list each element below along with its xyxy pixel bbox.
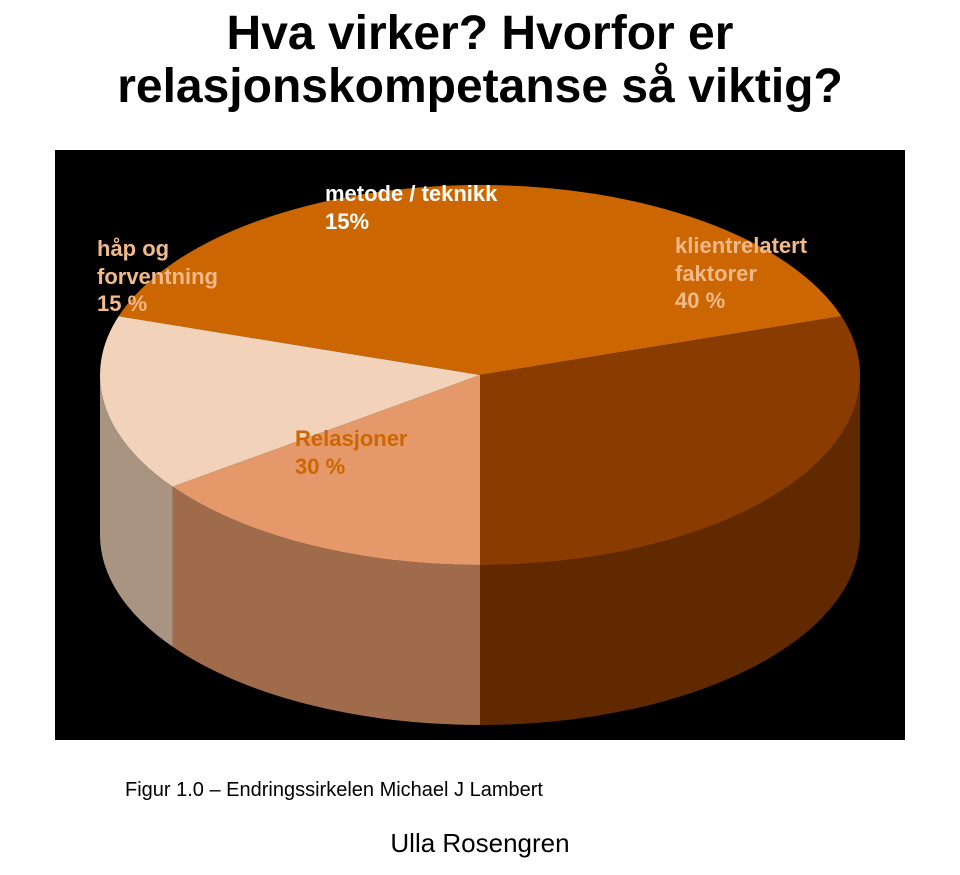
slice-label-klientrelatert: klientrelatert faktorer 40 % [675, 232, 807, 315]
slice-label-forventning: håp og forventning 15 % [97, 235, 218, 318]
slice-label-metode: metode / teknikk 15% [325, 180, 497, 235]
slice-label-relasjoner: Relasjoner 30 % [295, 425, 408, 480]
pie-chart: klientrelatert faktorer 40 % Relasjoner … [55, 150, 905, 740]
figure-caption: Figur 1.0 – Endringssirkelen Michael J L… [125, 779, 543, 802]
page: Hva virker? Hvorfor er relasjonskompetan… [0, 0, 960, 875]
author-name: Ulla Rosengren [0, 828, 960, 859]
page-title: Hva virker? Hvorfor er relasjonskompetan… [0, 0, 960, 114]
